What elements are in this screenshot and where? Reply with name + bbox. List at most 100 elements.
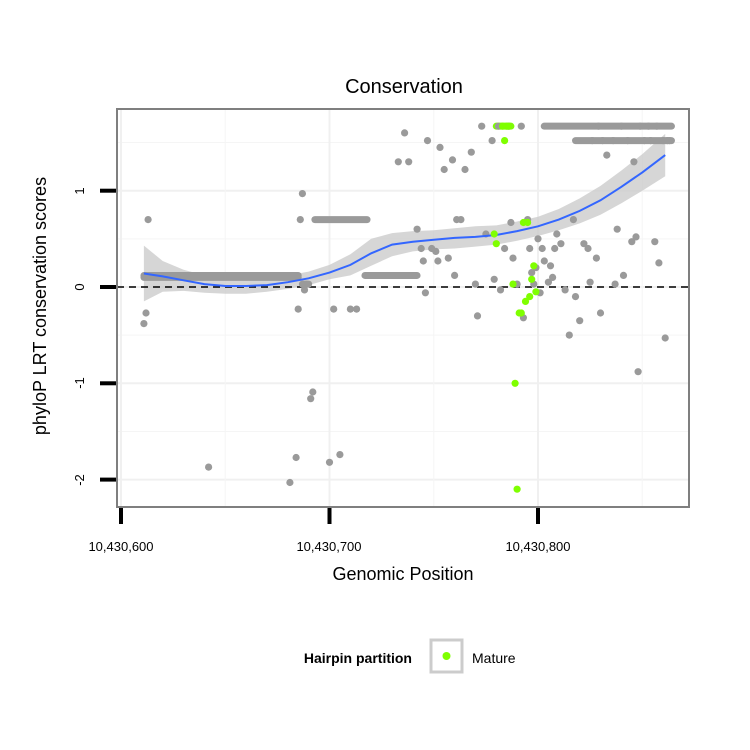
point-other-35 (457, 216, 465, 224)
mature-points (490, 122, 540, 493)
y-tick-label-1: 0 (72, 283, 87, 290)
point-other-42 (488, 137, 496, 145)
point-other-80 (599, 137, 607, 145)
point-mature-17 (532, 288, 540, 296)
point-other-3 (205, 463, 213, 471)
point-other-18 (394, 158, 402, 166)
point-other-98 (655, 259, 663, 267)
point-other-66 (553, 230, 561, 238)
point-other-36 (461, 165, 469, 174)
point-other-60 (538, 244, 546, 253)
point-other-75 (586, 278, 594, 286)
point-other-25 (423, 137, 432, 145)
point-other-76 (588, 137, 596, 145)
point-mature-14 (526, 293, 534, 301)
point-other-27 (432, 247, 440, 255)
point-other-73 (580, 240, 588, 248)
point-other-83 (611, 280, 619, 288)
point-mature-8 (513, 485, 521, 493)
point-other-33 (451, 271, 459, 279)
point-other-12 (309, 388, 317, 396)
point-mature-15 (528, 275, 536, 283)
point-other-95 (647, 137, 655, 145)
point-other-20 (405, 158, 413, 166)
point-other-31 (444, 254, 452, 262)
point-other-2 (144, 216, 152, 224)
point-other-23 (419, 257, 427, 265)
point-other-100 (661, 334, 669, 342)
point-mature-0 (490, 230, 498, 238)
point-mature-5 (505, 122, 513, 130)
smooth-curve (143, 154, 666, 287)
y-tick-label-3: -2 (72, 474, 87, 486)
point-mature-7 (511, 379, 519, 387)
point-other-40 (478, 122, 486, 130)
point-other-54 (526, 244, 534, 253)
point-other-29 (436, 143, 444, 151)
point-other-88 (628, 238, 636, 246)
point-other-13 (325, 458, 334, 466)
x-axis-label: Genomic Position (332, 564, 473, 584)
point-other-85 (617, 122, 626, 130)
point-other-90 (632, 233, 640, 241)
point-mature-3 (501, 137, 509, 145)
point-other-61 (540, 257, 548, 265)
point-other-69 (565, 331, 573, 339)
point-other-5 (292, 453, 300, 462)
legend-title: Hairpin partition (304, 650, 412, 666)
point-other-63 (546, 262, 555, 270)
point-other-92 (636, 122, 644, 130)
point-other-81 (603, 151, 611, 159)
point-other-21 (413, 225, 421, 233)
plot-panel-background (117, 109, 689, 507)
point-other-93 (640, 137, 648, 145)
point-other-43 (490, 275, 498, 283)
point-other-8 (298, 190, 306, 198)
point-other-16 (346, 305, 354, 313)
point-other-45 (496, 286, 505, 294)
point-other-9 (300, 286, 309, 294)
point-other-70 (569, 216, 578, 224)
point-other-86 (619, 271, 628, 279)
point-other-74 (584, 244, 592, 253)
point-mature-13 (524, 218, 532, 227)
point-other-51 (517, 122, 525, 130)
point-mature-6 (509, 280, 517, 288)
point-other-94 (644, 122, 653, 130)
x-tick-label-2: 10,430,800 (505, 539, 570, 554)
y-axis: 1 0 -1 -2 (72, 187, 116, 486)
point-other-89 (630, 158, 638, 166)
point-other-65 (551, 244, 559, 253)
point-other-28 (434, 257, 442, 265)
point-other-38 (471, 280, 479, 288)
point-other-30 (440, 165, 448, 174)
point-other-97 (653, 122, 661, 130)
point-other-37 (467, 148, 475, 156)
point-other-102 (665, 137, 674, 145)
point-other-77 (592, 254, 601, 262)
point-other-0 (140, 320, 148, 328)
point-other-1 (142, 309, 150, 317)
x-axis: 10,430,600 10,430,700 10,430,800 (88, 508, 571, 554)
y-axis-label: phyloP LRT conservation scores (30, 177, 50, 435)
x-tick-label-1: 10,430,700 (296, 539, 361, 554)
point-other-87 (624, 137, 632, 145)
chart-title: Conservation (345, 76, 463, 98)
legend-entry-mature: Mature (472, 650, 516, 666)
point-other-17 (353, 305, 361, 313)
point-other-14 (330, 305, 338, 313)
point-other-64 (549, 273, 557, 281)
point-other-72 (576, 317, 584, 325)
point-other-22 (417, 244, 425, 253)
point-other-68 (561, 286, 569, 294)
legend: Hairpin partition Mature (304, 638, 516, 674)
point-other-58 (534, 235, 542, 243)
legend-key-mature-marker (442, 652, 451, 660)
point-other-78 (594, 122, 603, 130)
point-mature-1 (492, 240, 500, 248)
plot-panel-border (116, 108, 690, 508)
point-other-84 (613, 225, 621, 233)
point-other-19 (401, 129, 409, 137)
smooth-curve-line (143, 154, 666, 287)
